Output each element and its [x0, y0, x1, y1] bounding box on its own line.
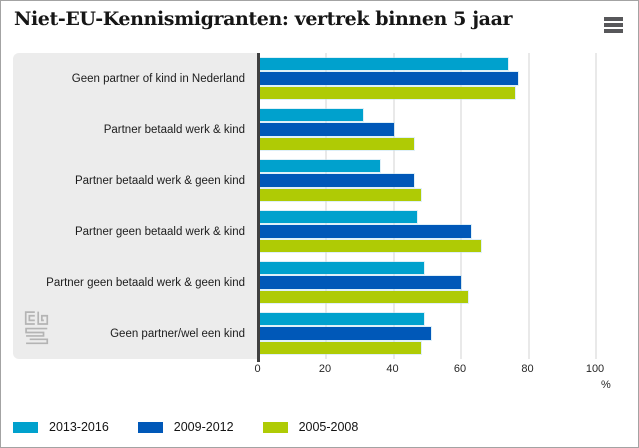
legend-label: 2009-2012 — [173, 420, 234, 434]
bar-2009-2012[interactable] — [258, 276, 461, 289]
bar-2005-2008[interactable] — [258, 86, 515, 100]
bar-2009-2012[interactable] — [258, 72, 519, 85]
bar-group — [258, 257, 639, 308]
export-menu-button[interactable] — [604, 17, 623, 33]
legend-item-2013-2016[interactable]: 2013-2016 — [13, 420, 109, 434]
category-label: Geen partner of kind in Nederland — [71, 72, 245, 85]
bar-2005-2008[interactable] — [258, 341, 421, 355]
bar-2009-2012[interactable] — [258, 327, 431, 340]
legend: 2013-2016 2009-2012 2005-2008 — [13, 420, 387, 434]
category-label: Partner geen betaald werk & geen kind — [46, 276, 245, 289]
x-axis-unit-label: % — [601, 379, 611, 391]
category-label: Partner betaald werk & kind — [103, 123, 245, 136]
gridline — [460, 53, 462, 359]
legend-swatch — [262, 421, 288, 433]
bar-2009-2012[interactable] — [258, 123, 394, 136]
legend-item-2005-2008[interactable]: 2005-2008 — [262, 420, 359, 434]
bar-group — [258, 53, 639, 104]
category-label: Partner geen betaald werk & kind — [74, 225, 245, 238]
bar-2009-2012[interactable] — [258, 225, 472, 238]
x-axis-tick-label: 80 — [521, 363, 534, 375]
bar-2013-2016[interactable] — [258, 312, 424, 326]
x-axis-zero-line — [257, 53, 260, 362]
bar-2013-2016[interactable] — [258, 210, 418, 224]
bar-2013-2016[interactable] — [258, 108, 364, 122]
legend-label: 2005-2008 — [298, 420, 359, 434]
x-axis-tick-label: 60 — [453, 363, 467, 375]
plot-area — [258, 53, 639, 359]
page-title: Niet-EU-Kennismigranten: vertrek binnen … — [14, 8, 513, 30]
bar-group — [258, 308, 639, 359]
bar-2013-2016[interactable] — [258, 159, 380, 173]
bar-group — [258, 155, 639, 206]
hamburger-icon — [604, 17, 623, 21]
bar-2005-2008[interactable] — [258, 188, 421, 202]
gridline — [595, 53, 597, 359]
category-label: Geen partner/wel een kind — [110, 327, 245, 340]
chart-area: Geen partner of kind in Nederland Partner… — [13, 53, 639, 362]
legend-label: 2013-2016 — [49, 420, 109, 434]
legend-swatch — [137, 421, 163, 433]
bar-2013-2016[interactable] — [258, 57, 509, 71]
bar-2013-2016[interactable] — [258, 261, 424, 275]
category-label: Partner betaald werk & geen kind — [74, 174, 245, 187]
bar-rows — [258, 53, 639, 359]
x-axis-tick-label: 20 — [318, 363, 332, 375]
bar-2005-2008[interactable] — [258, 290, 468, 304]
bar-2009-2012[interactable] — [258, 174, 414, 187]
gridline — [392, 53, 395, 359]
x-axis-tick-label: 0 — [254, 363, 261, 375]
cbs-logo — [24, 311, 49, 345]
bar-group — [258, 104, 639, 155]
bar-group — [258, 206, 639, 257]
x-axis-tick-label: 40 — [386, 363, 399, 375]
x-axis-tick-label: 100 — [585, 363, 605, 375]
legend-swatch — [13, 421, 38, 433]
bar-2005-2008[interactable] — [258, 239, 482, 253]
bar-2005-2008[interactable] — [258, 137, 414, 151]
gridline — [325, 53, 327, 359]
legend-item-2009-2012[interactable]: 2009-2012 — [137, 420, 234, 434]
category-panel: Geen partner of kind in Nederland Partner… — [13, 53, 257, 359]
gridline — [527, 53, 530, 359]
